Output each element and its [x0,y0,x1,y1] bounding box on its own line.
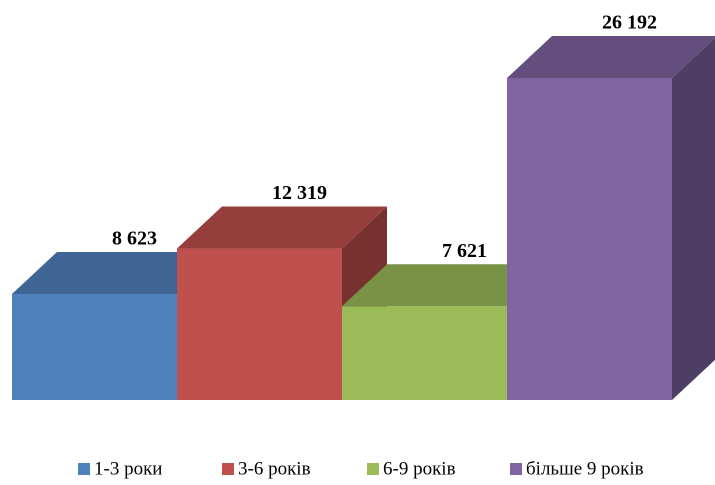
legend-swatch [510,463,522,475]
legend-swatch [367,463,379,475]
data-label: 7 621 [442,240,487,262]
data-label: 26 192 [602,12,657,34]
legend-label: 3-6 років [238,458,311,479]
bar-side [672,37,715,400]
legend-label: 6-9 років [383,458,456,479]
bar [177,248,342,400]
bar-top [507,36,715,78]
bar-top [12,251,222,294]
bar [12,293,177,400]
bar-top [342,264,552,307]
data-label: 8 623 [112,228,157,250]
bar-top [177,206,387,249]
legend-label: 1-3 роки [94,458,162,479]
legend-label: більше 9 років [526,458,644,479]
bar [342,306,507,400]
data-label: 12 319 [272,182,327,204]
legend-swatch [78,463,90,475]
bar [507,78,672,400]
legend-swatch [222,463,234,475]
